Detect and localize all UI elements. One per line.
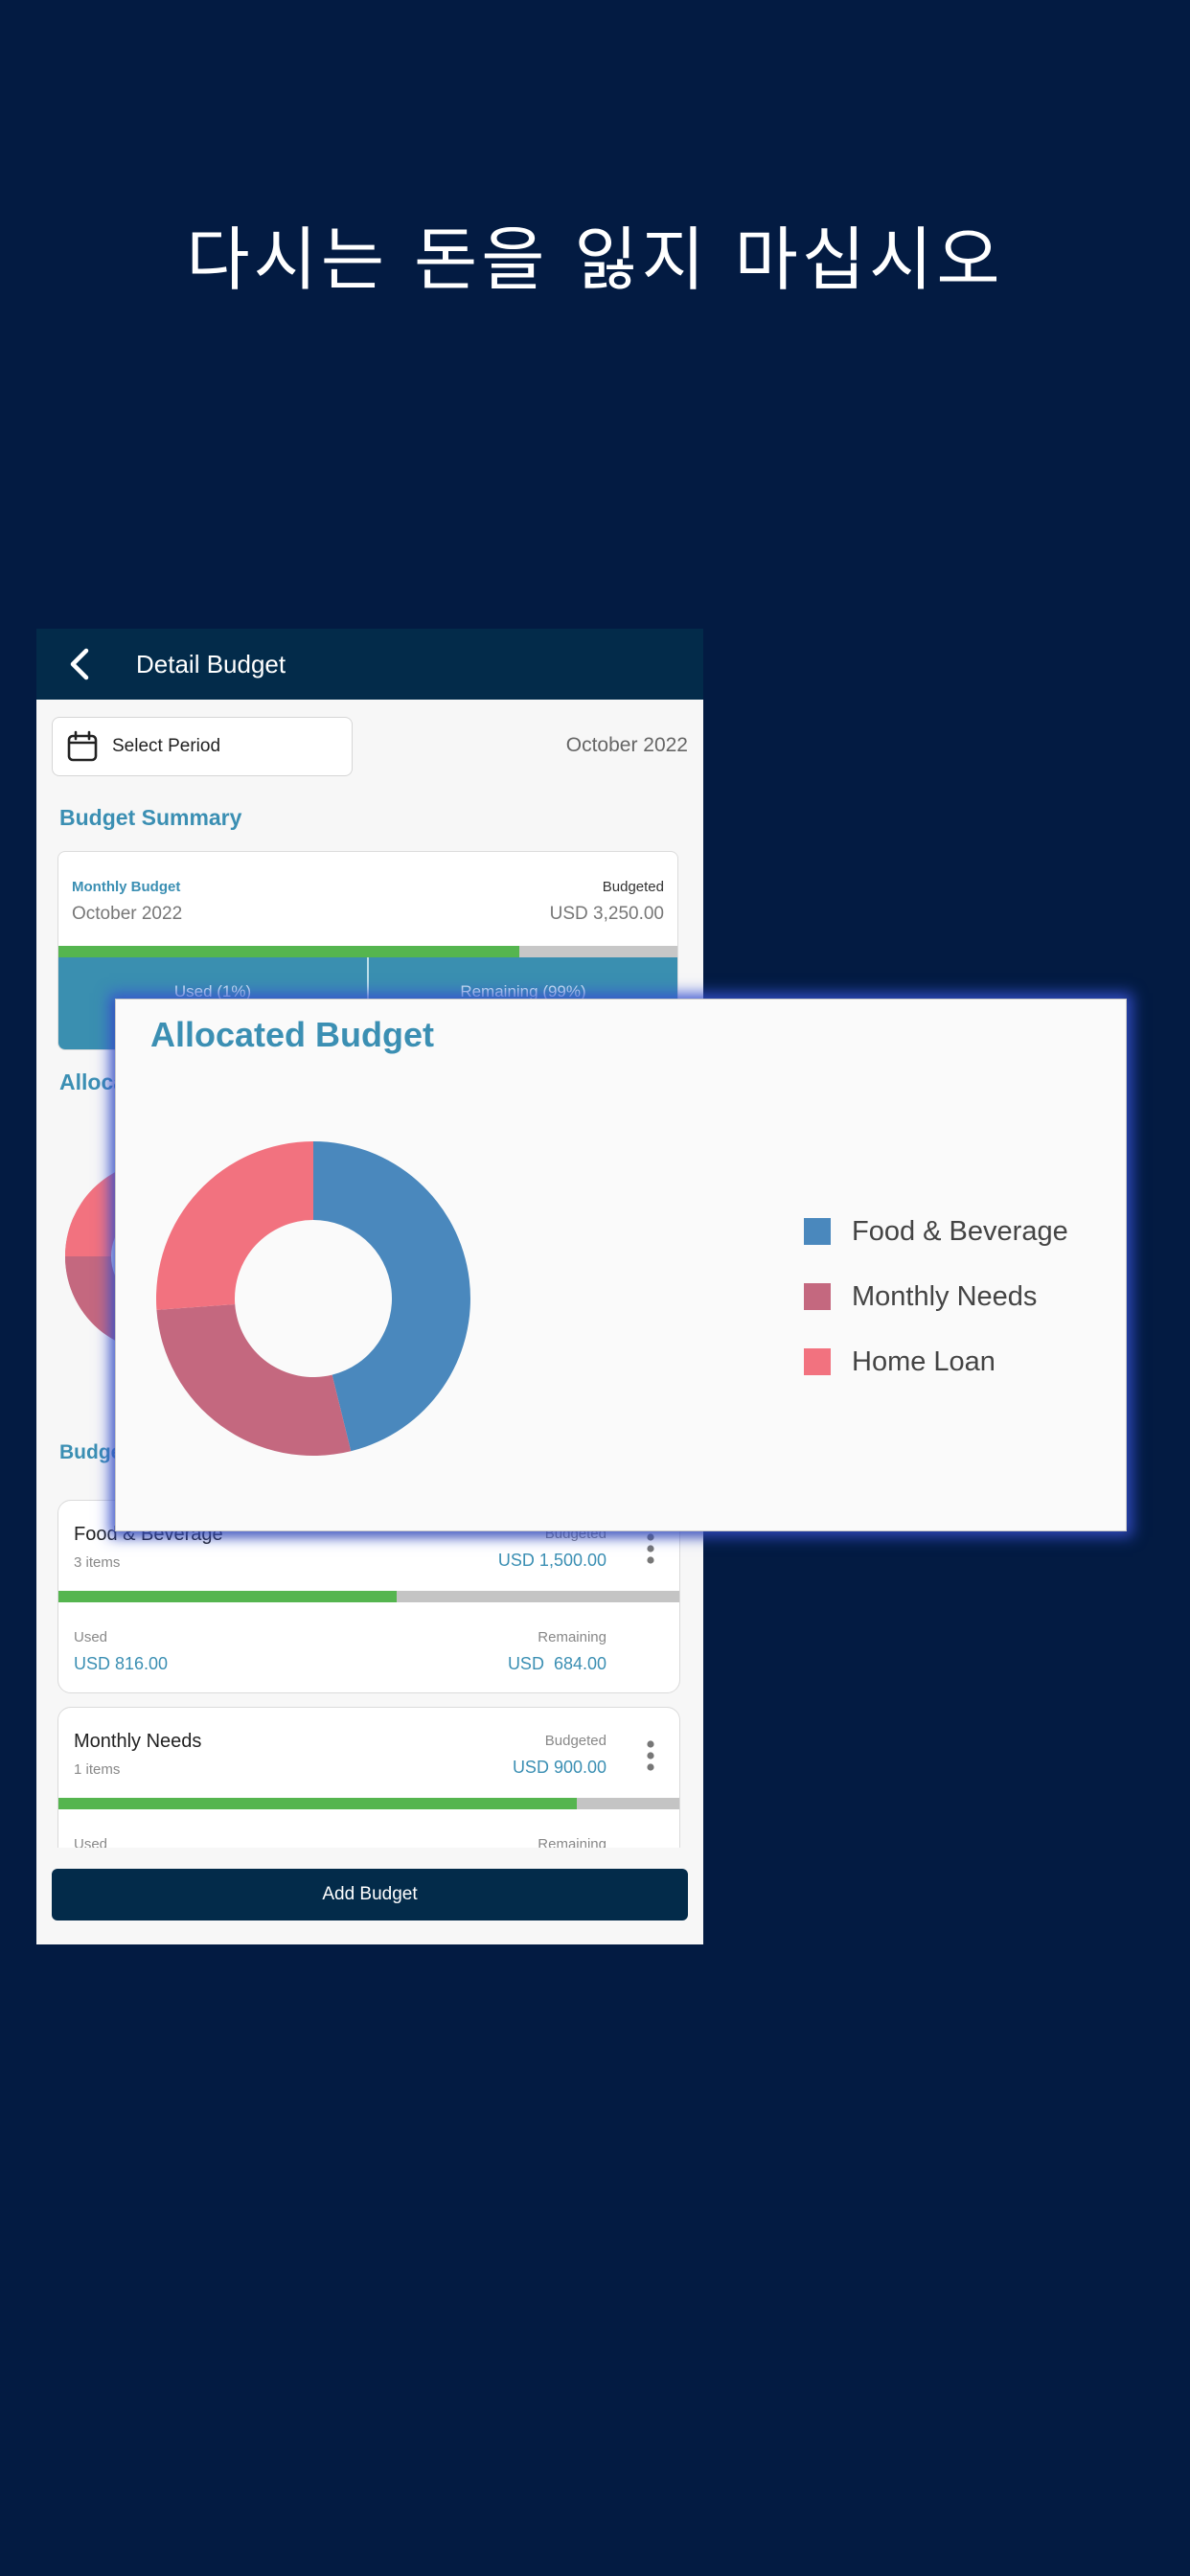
category-card-food-beverage[interactable]: Food & Beverage 3 items Budgeted USD 1,5… bbox=[57, 1500, 680, 1693]
select-period-button[interactable]: Select Period bbox=[52, 717, 353, 776]
used-percent-label: Used (1%) bbox=[173, 982, 252, 1000]
chart-title: Allocated Budget bbox=[150, 1015, 435, 1054]
page-title: Detail Budget bbox=[136, 649, 286, 678]
legend-label: Food & Beverage bbox=[852, 1215, 1068, 1247]
category-progress-fill bbox=[58, 1798, 578, 1809]
category-budgeted-label: Budgeted bbox=[544, 1733, 606, 1749]
summary-progress-bar bbox=[58, 946, 677, 957]
more-vertical-icon[interactable] bbox=[645, 1530, 656, 1568]
category-progress-bar bbox=[58, 1591, 679, 1602]
legend-label: Home Loan bbox=[852, 1346, 995, 1377]
app-bar: Detail Budget bbox=[36, 629, 703, 700]
legend-item-monthly-needs: Monthly Needs bbox=[804, 1264, 1068, 1329]
allocated-budget-popup: Allocated Budget Food & Beverage Monthly… bbox=[115, 999, 1127, 1531]
donut-slice-food-beverage bbox=[313, 1141, 470, 1452]
category-progress-bar bbox=[58, 1798, 679, 1809]
summary-budgeted-label: Budgeted bbox=[602, 879, 664, 895]
donut-slice-home-loan bbox=[155, 1141, 313, 1310]
category-progress-fill bbox=[58, 1591, 397, 1602]
category-budgeted-amount: USD 1,500.00 bbox=[497, 1551, 606, 1570]
summary-label: Monthly Budget bbox=[72, 879, 181, 895]
category-budgeted-amount: USD 900.00 bbox=[512, 1758, 606, 1777]
category-item-count: 1 items bbox=[74, 1761, 121, 1778]
summary-progress-fill bbox=[58, 946, 520, 957]
donut-chart bbox=[155, 1141, 470, 1456]
selected-period: October 2022 bbox=[565, 734, 688, 756]
legend-swatch bbox=[804, 1348, 831, 1375]
remaining-percent-label: Remaining (99%) bbox=[460, 982, 586, 1000]
summary-date: October 2022 bbox=[72, 904, 183, 924]
allocated-budget-title-bg: Alloca bbox=[59, 1070, 126, 1094]
calendar-icon bbox=[67, 730, 98, 762]
headline: 다시는 돈을 잃지 마십시오 bbox=[186, 219, 1004, 300]
category-used-amount: USD 816.00 bbox=[74, 1654, 169, 1673]
add-budget-button[interactable]: Add Budget bbox=[52, 1869, 688, 1920]
summary-budgeted-amount: USD 3,250.00 bbox=[549, 904, 664, 924]
category-item-count: 3 items bbox=[74, 1554, 121, 1571]
select-period-label: Select Period bbox=[112, 736, 221, 756]
category-remaining-label: Remaining bbox=[538, 1629, 606, 1645]
category-name: Monthly Needs bbox=[74, 1731, 202, 1752]
legend-swatch bbox=[804, 1218, 831, 1245]
category-remaining-amount: USD 684.00 bbox=[507, 1654, 606, 1673]
more-vertical-icon[interactable] bbox=[645, 1736, 656, 1775]
legend-item-home-loan: Home Loan bbox=[804, 1329, 1068, 1394]
legend-item-food-beverage: Food & Beverage bbox=[804, 1199, 1068, 1264]
budget-list-title-bg: Budge bbox=[59, 1441, 123, 1463]
category-used-label: Used bbox=[74, 1629, 108, 1645]
legend-label: Monthly Needs bbox=[852, 1280, 1038, 1312]
budget-summary-title: Budget Summary bbox=[59, 805, 242, 830]
chart-legend: Food & Beverage Monthly Needs Home Loan bbox=[804, 1199, 1068, 1394]
legend-swatch bbox=[804, 1283, 831, 1310]
donut-slice-monthly-needs bbox=[156, 1303, 352, 1456]
back-arrow-icon[interactable] bbox=[63, 648, 96, 680]
